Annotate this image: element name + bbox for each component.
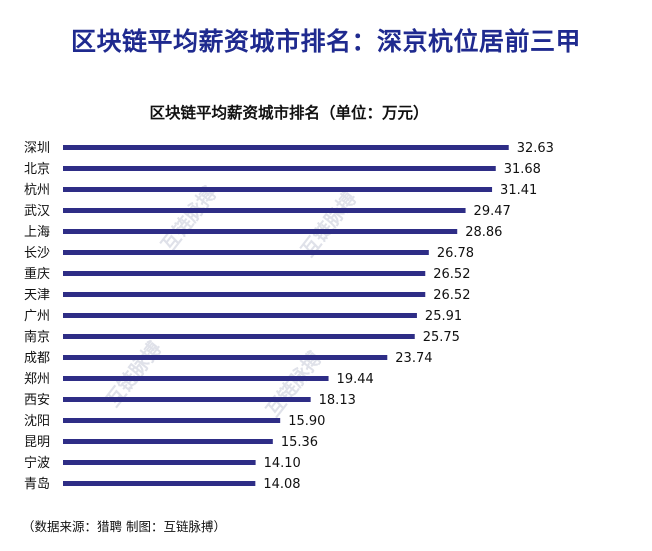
data-label: 25.91 xyxy=(425,309,462,324)
data-label: 15.36 xyxy=(281,435,318,450)
data-label: 28.86 xyxy=(465,225,502,240)
category-label: 宁波 xyxy=(24,455,50,471)
bar xyxy=(63,355,388,360)
bar xyxy=(63,313,417,318)
data-label: 14.10 xyxy=(264,456,301,471)
page-headline: 区块链平均薪资城市排名：深京杭位居前三甲 xyxy=(70,27,581,56)
bar xyxy=(63,376,329,381)
bar xyxy=(63,439,273,444)
category-label: 广州 xyxy=(24,309,50,324)
bar xyxy=(63,187,493,192)
data-label: 26.52 xyxy=(433,288,470,303)
bar xyxy=(63,334,415,339)
bar xyxy=(63,481,256,486)
category-label: 昆明 xyxy=(24,435,50,450)
bar xyxy=(63,145,509,150)
bar xyxy=(63,397,311,402)
category-label: 上海 xyxy=(24,225,50,240)
bar xyxy=(63,292,426,297)
data-label: 29.47 xyxy=(474,204,511,219)
category-label: 南京 xyxy=(24,329,50,345)
category-label: 长沙 xyxy=(24,246,50,261)
category-label: 青岛 xyxy=(24,476,50,492)
data-label: 26.78 xyxy=(437,246,474,261)
data-label: 26.52 xyxy=(433,267,470,282)
bar xyxy=(63,271,426,276)
chart-title: 区块链平均薪资城市排名（单位：万元） xyxy=(149,104,429,122)
category-label: 成都 xyxy=(24,351,50,366)
data-label: 23.74 xyxy=(395,351,432,366)
category-label: 重庆 xyxy=(24,266,50,282)
category-label: 杭州 xyxy=(24,183,50,198)
data-label: 31.41 xyxy=(500,183,537,198)
bar xyxy=(63,460,256,465)
category-label: 天津 xyxy=(24,288,50,303)
bar xyxy=(63,250,429,255)
category-label: 深圳 xyxy=(24,141,50,156)
data-label: 15.90 xyxy=(288,414,325,429)
category-label: 西安 xyxy=(24,393,50,408)
data-label: 32.63 xyxy=(517,141,554,156)
data-label: 14.08 xyxy=(263,477,300,492)
category-label: 郑州 xyxy=(24,372,50,387)
bar xyxy=(63,418,281,423)
data-label: 31.68 xyxy=(504,162,541,177)
data-label: 19.44 xyxy=(337,372,374,387)
source-note: （数据来源：猎聘 制图：互链脉搏） xyxy=(22,519,226,534)
category-label: 沈阳 xyxy=(24,414,50,429)
bar xyxy=(63,208,466,213)
data-label: 18.13 xyxy=(319,393,356,408)
bar xyxy=(63,166,496,171)
category-label: 北京 xyxy=(24,162,50,177)
bar xyxy=(63,229,458,234)
data-label: 25.75 xyxy=(423,330,460,345)
category-label: 武汉 xyxy=(24,204,50,219)
